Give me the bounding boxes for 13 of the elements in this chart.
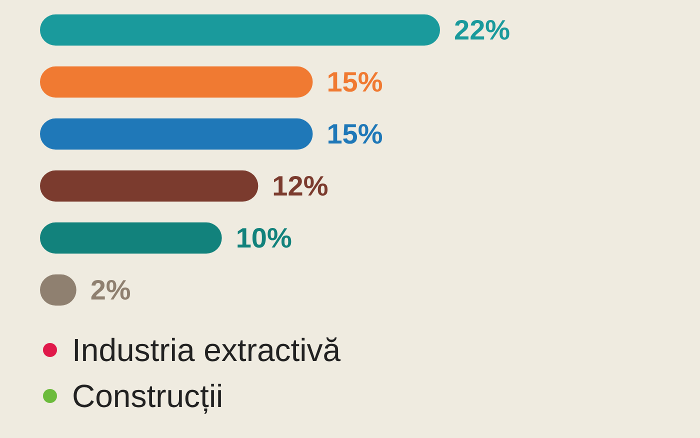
data-label: 2%: [90, 274, 131, 306]
data-label: 22%: [454, 14, 510, 46]
text: Construcții: [72, 378, 224, 414]
data-label: 10%: [236, 222, 292, 254]
bar: [40, 66, 313, 98]
text: Industria extractivă: [72, 332, 341, 368]
bar: [40, 222, 222, 254]
data-label: 15%: [326, 118, 383, 150]
bar: [40, 118, 313, 150]
bar: [40, 14, 440, 46]
data-label: 12%: [272, 170, 328, 202]
data-label: 15%: [326, 66, 383, 98]
bar: [40, 170, 258, 202]
